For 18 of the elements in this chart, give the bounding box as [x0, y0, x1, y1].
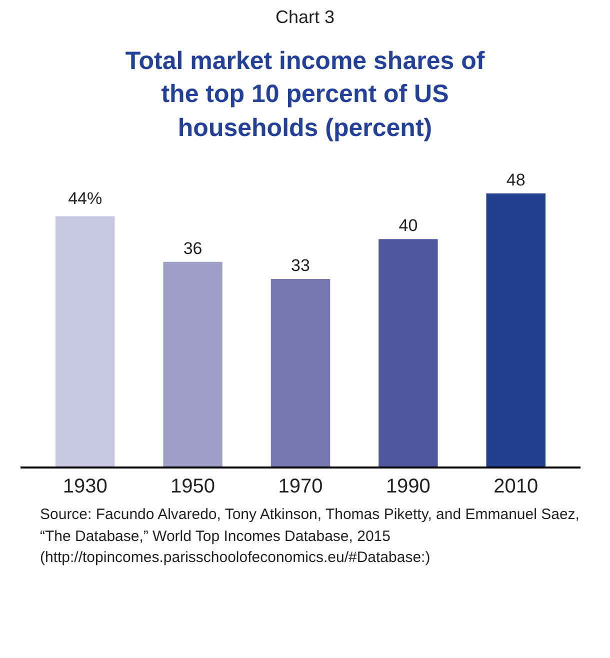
bar: [486, 193, 546, 468]
data-label: 33: [291, 256, 310, 276]
data-label: 44%: [68, 189, 102, 208]
bar: [56, 216, 115, 468]
x-tick-label: 1950: [170, 475, 216, 498]
bar: [270, 279, 330, 468]
chart-title: Total market income shares of the top 10 percent of US households (percent): [124, 46, 486, 144]
bar: [378, 239, 438, 468]
x-tick-label: 1990: [386, 475, 430, 498]
x-tick-label: 1970: [278, 475, 323, 498]
data-label: 36: [183, 238, 202, 258]
data-label: 48: [506, 170, 526, 190]
chart-subtitle: Chart 3: [275, 6, 335, 29]
x-tick-label: 1930: [62, 475, 108, 498]
bar: [163, 262, 222, 468]
source-note: Source: Facundo Alvaredo, Tony Atkinson, Thomas Piketty, and Emmanuel Saez, “The Database,” World Top Incomes Database, 2015 (http://topincomes.parisschoolofeconomics.eu/#Database:): [40, 504, 580, 568]
x-tick-label: 2010: [494, 475, 538, 498]
data-label: 40: [398, 216, 418, 236]
